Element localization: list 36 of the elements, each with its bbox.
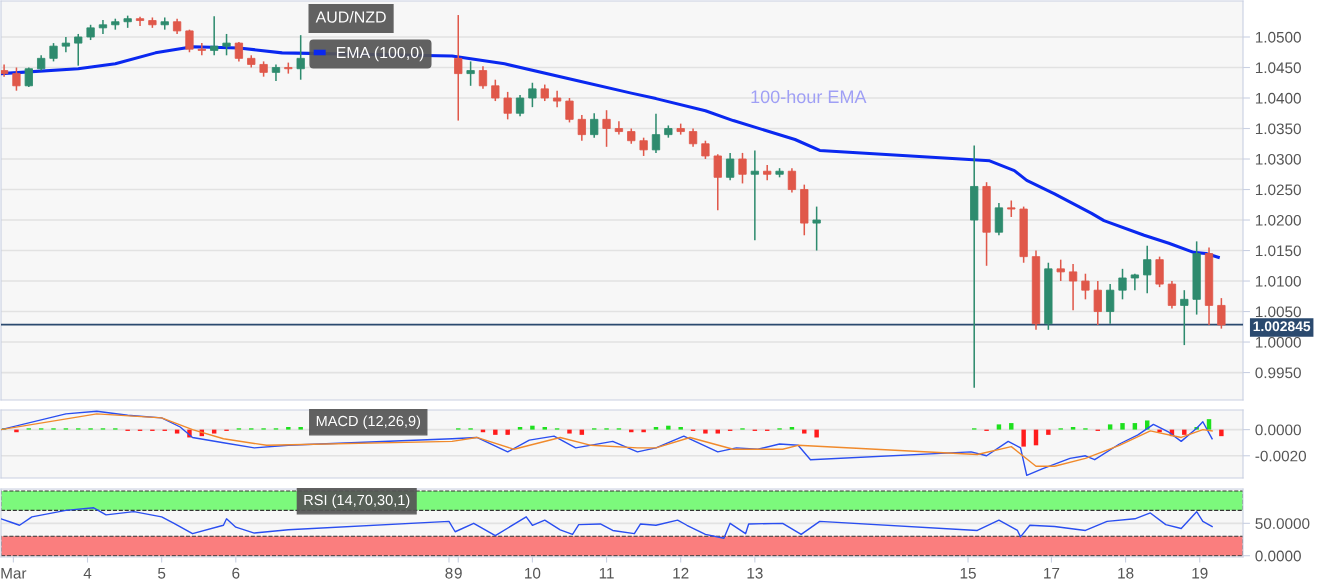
y-tick-label: 50.0000 xyxy=(1255,518,1310,530)
y-tick-label: 1.0050 xyxy=(1255,306,1301,318)
y-tick-label: 1.0400 xyxy=(1255,92,1301,104)
y-tick-label: 1.0150 xyxy=(1255,245,1301,257)
y-tick-label: 1.0450 xyxy=(1255,62,1301,74)
x-tick-label: 18 xyxy=(1118,567,1134,579)
x-tick-label: 9 xyxy=(454,567,462,579)
x-tick-label: 4 xyxy=(83,567,92,579)
annotation: 100-hour EMA xyxy=(751,89,867,104)
y-tick-label: 1.0500 xyxy=(1255,31,1301,43)
y-tick-label: 0.0000 xyxy=(1255,550,1301,562)
legend-label: EMA (100,0) xyxy=(336,46,424,62)
x-tick-label: 8 xyxy=(445,567,453,579)
y-tick-label: 0.9950 xyxy=(1255,367,1301,379)
x-tick-label: 15 xyxy=(960,567,976,579)
x-tick-label: 11 xyxy=(599,567,614,579)
x-tick-label: 13 xyxy=(747,567,763,579)
x-tick-label: 6 xyxy=(232,567,240,579)
chart-title: RSI (14,70,30,1) xyxy=(304,494,410,509)
y-tick-label: 1.0300 xyxy=(1255,153,1301,165)
ref-line-label: 1.002845 xyxy=(1253,321,1311,332)
x-tick-label: Mar xyxy=(1,567,27,579)
y-tick-label: 1.0250 xyxy=(1255,184,1301,196)
x-tick-label: 5 xyxy=(158,567,166,579)
chart-title: MACD (12,26,9) xyxy=(316,415,421,430)
chart-title: AUD/NZD xyxy=(315,10,386,23)
y-tick-label: 1.0000 xyxy=(1255,336,1301,348)
y-tick-label: 1.0200 xyxy=(1255,214,1301,226)
x-tick-label: 17 xyxy=(1044,567,1060,579)
y-tick-label: 1.0100 xyxy=(1255,275,1301,287)
x-tick-label: 10 xyxy=(525,567,541,579)
x-tick-label: 19 xyxy=(1192,567,1208,579)
x-tick-label: 12 xyxy=(673,567,689,579)
y-tick-label: -0.0020 xyxy=(1255,450,1307,462)
y-tick-label: 1.0350 xyxy=(1255,123,1301,135)
y-tick-label: 0.0000 xyxy=(1255,424,1301,436)
